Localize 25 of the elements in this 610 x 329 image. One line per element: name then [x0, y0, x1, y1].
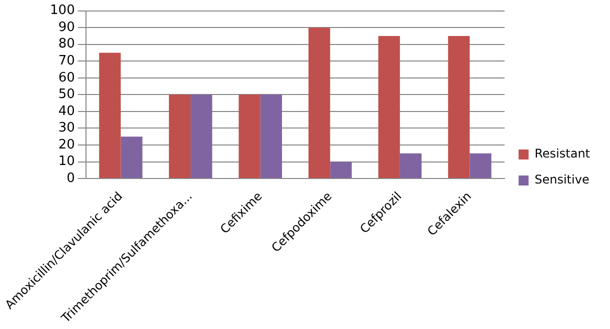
- y-tick-label: 90: [58, 20, 75, 35]
- bar: [120, 136, 142, 178]
- y-tick-label: 40: [58, 104, 75, 119]
- bar: [99, 52, 121, 178]
- y-tick-label: 70: [58, 54, 75, 68]
- bar: [308, 28, 330, 178]
- bar: [470, 153, 492, 178]
- legend-label: Sensitive: [534, 172, 590, 187]
- bar: [190, 94, 212, 178]
- y-tick-label: 0: [66, 170, 75, 186]
- y-tick-label: 10: [58, 154, 75, 170]
- y-tick-label: 30: [58, 120, 75, 136]
- y-tick-label: 50: [58, 87, 75, 102]
- bar: [260, 94, 282, 178]
- bar: [378, 36, 400, 178]
- bar: [330, 162, 352, 178]
- y-tick-label: 60: [58, 70, 75, 86]
- bar: [448, 36, 470, 178]
- legend-label: Resistant: [534, 146, 590, 161]
- bar: [400, 153, 422, 178]
- bar: [238, 94, 260, 178]
- y-tick-label: 20: [58, 137, 75, 152]
- bar: [168, 94, 191, 178]
- y-tick-label: 100: [50, 3, 75, 18]
- y-tick-label: 80: [58, 36, 75, 52]
